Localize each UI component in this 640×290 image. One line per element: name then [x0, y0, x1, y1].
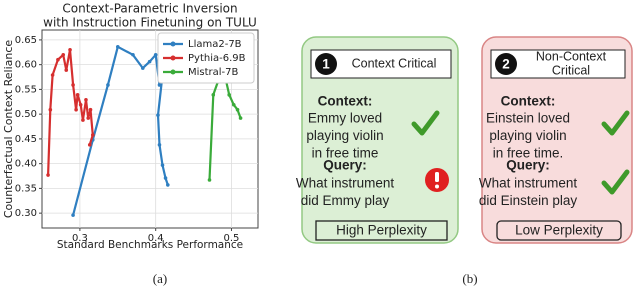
point: [238, 116, 243, 120]
point: [56, 57, 60, 62]
legend-box: [157, 32, 255, 84]
context-line: playing violin: [306, 128, 383, 143]
point: [64, 68, 69, 72]
point: [48, 107, 53, 112]
point: [156, 113, 160, 117]
panel-box: [301, 36, 459, 244]
point: [46, 173, 50, 177]
y-tick-label: 0.50: [15, 109, 37, 120]
number: 1: [322, 57, 330, 72]
point: [71, 83, 75, 87]
y-tick-label: 0.65: [15, 35, 37, 46]
x-tick-label: 0.3: [72, 233, 88, 244]
checkmark: [601, 169, 630, 195]
context-line: playing violin: [489, 128, 566, 143]
context-line: in free time: [312, 146, 379, 161]
point: [131, 52, 135, 57]
caption: (a): [153, 271, 167, 286]
point: [50, 73, 55, 77]
checkmark: [601, 110, 630, 136]
number-badge: [495, 53, 517, 75]
y-tick-label: 0.30: [15, 208, 37, 219]
y-tick-label: 0.60: [15, 60, 37, 71]
y-tick-label: 0.35: [15, 183, 37, 194]
point: [75, 93, 80, 97]
footer: High Perplexity: [336, 223, 427, 238]
footer-box: [315, 220, 448, 241]
context-line: Einstein loved: [486, 111, 570, 126]
header: Context Critical: [352, 56, 437, 70]
context-label: Context:: [501, 94, 556, 109]
point: [68, 48, 72, 52]
point: [157, 83, 162, 87]
legend-marker: [170, 55, 176, 61]
point: [106, 83, 110, 87]
point: [231, 102, 236, 107]
header: Non-Context: [536, 49, 607, 63]
x-tick-label: 0.5: [224, 233, 240, 244]
x-tick-label: 0.4: [148, 233, 164, 244]
point: [115, 45, 120, 49]
chart-title: with Instruction Finetuning on TULU: [43, 16, 257, 30]
point: [84, 97, 88, 102]
query-label: Query:: [323, 158, 367, 173]
query-line: What instrument: [296, 176, 395, 191]
legend-marker: [170, 69, 176, 75]
point: [86, 116, 91, 120]
point: [235, 107, 240, 112]
query-line: did Einstein play: [479, 193, 578, 208]
point: [163, 176, 168, 180]
y-tick-label: 0.55: [15, 84, 37, 95]
point: [157, 143, 162, 147]
alert-dot: [435, 184, 439, 189]
context-label: Context:: [318, 94, 373, 109]
panel-box: [481, 36, 633, 244]
footer: Low Perplexity: [515, 223, 603, 238]
legend-label: Pythia-6.9B: [188, 53, 246, 64]
query-label: Query:: [506, 158, 550, 173]
legend-label: Llama2-7B: [188, 39, 242, 50]
panel-b: 1 Context Critical Context: Emmy loved playi…: [296, 36, 633, 244]
point: [90, 133, 95, 137]
point: [207, 178, 212, 182]
point: [71, 213, 75, 217]
query-line: did Emmy play: [301, 193, 390, 208]
number-badge: [315, 53, 337, 75]
point: [141, 66, 145, 70]
point: [153, 52, 158, 57]
alert-bar: [435, 172, 439, 182]
point: [88, 107, 93, 112]
point: [147, 59, 152, 64]
caption: (b): [462, 271, 477, 286]
point: [166, 183, 170, 187]
context-line: Emmy loved: [308, 111, 382, 126]
point: [211, 93, 216, 97]
point: [160, 163, 165, 167]
chart-title: Context-Parametric Inversion: [62, 2, 237, 16]
x-axis-label: Standard Benchmarks Performance: [57, 239, 243, 251]
point: [61, 52, 66, 57]
y-tick-label: 0.40: [15, 159, 37, 170]
header: Critical: [552, 63, 590, 77]
point: [74, 107, 78, 112]
point: [78, 102, 83, 107]
footer-box: [496, 220, 622, 241]
point: [227, 93, 231, 97]
point: [87, 143, 92, 147]
checkmark: [411, 110, 440, 136]
y-tick-label: 0.45: [15, 134, 37, 145]
query-line: What instrument: [479, 176, 578, 191]
y-axis-label: Counterfactual Context Reliance: [2, 40, 15, 219]
context-line: in free time.: [493, 146, 564, 161]
legend-label: Mistral-7B: [188, 67, 239, 78]
legend-marker: [170, 41, 176, 47]
point: [81, 118, 85, 122]
number: 2: [502, 57, 510, 72]
